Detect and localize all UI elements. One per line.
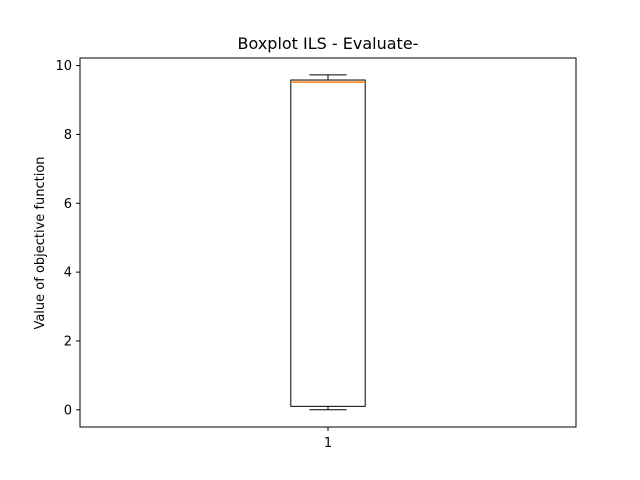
x-tick-label: 1 — [324, 436, 332, 451]
y-axis-label: Value of objective function — [33, 156, 48, 329]
chart-title: Boxplot ILS - Evaluate- — [238, 34, 419, 53]
boxplot-boxes — [290, 74, 366, 411]
y-tick-label: 4 — [64, 266, 72, 281]
y-tick-label: 0 — [64, 403, 72, 418]
y-tick-label: 2 — [64, 334, 72, 349]
y-tick-label: 6 — [64, 197, 72, 212]
y-tick-label: 10 — [55, 59, 72, 74]
plot-area-frame — [79, 57, 577, 428]
x-axis-ticks: 1 — [324, 427, 332, 451]
iqr-box — [290, 79, 366, 407]
y-axis-ticks: 0 2 4 6 8 10 — [55, 59, 80, 418]
y-tick-label: 8 — [64, 128, 72, 143]
